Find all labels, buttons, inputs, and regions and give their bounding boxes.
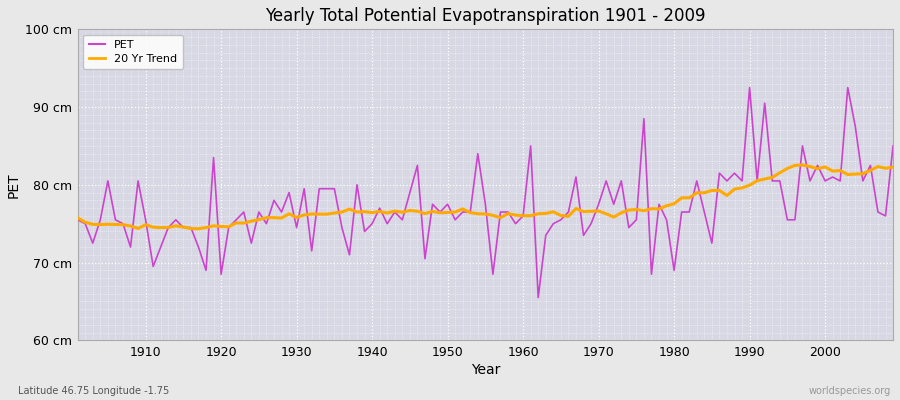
Legend: PET, 20 Yr Trend: PET, 20 Yr Trend bbox=[83, 35, 183, 69]
Text: Latitude 46.75 Longitude -1.75: Latitude 46.75 Longitude -1.75 bbox=[18, 386, 169, 396]
Y-axis label: PET: PET bbox=[7, 172, 21, 198]
X-axis label: Year: Year bbox=[471, 363, 500, 377]
Title: Yearly Total Potential Evapotranspiration 1901 - 2009: Yearly Total Potential Evapotranspiratio… bbox=[266, 7, 706, 25]
Text: worldspecies.org: worldspecies.org bbox=[809, 386, 891, 396]
